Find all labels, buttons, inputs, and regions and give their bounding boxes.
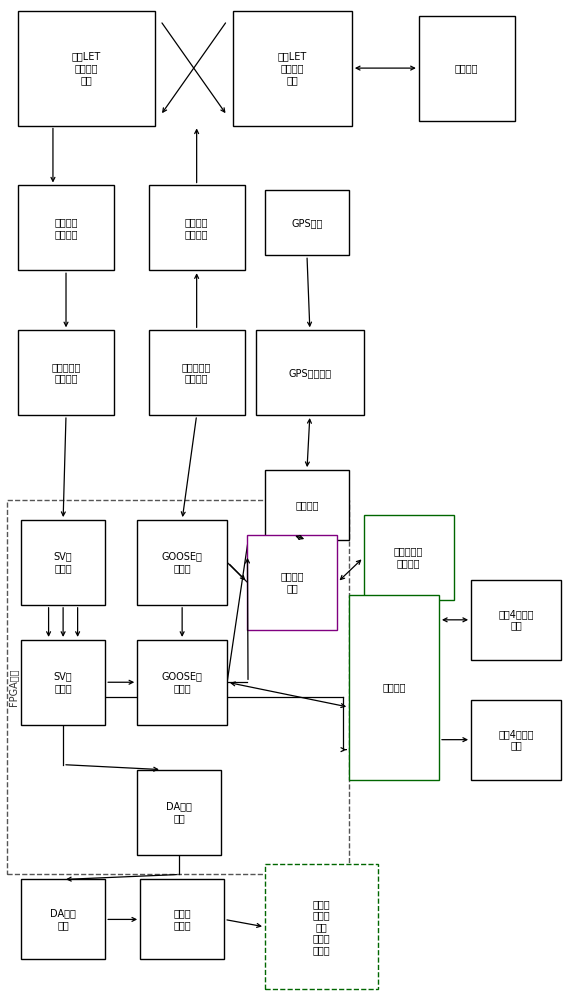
Bar: [137, 520, 227, 605]
Text: 第二LET
无线收发
模块: 第二LET 无线收发 模块: [72, 52, 101, 85]
Bar: [149, 185, 244, 270]
Bar: [418, 16, 514, 121]
Text: SV处
理模块: SV处 理模块: [54, 671, 72, 693]
Bar: [349, 595, 439, 780]
Text: 时钟模块: 时钟模块: [295, 500, 319, 510]
Text: DA转换
电路: DA转换 电路: [50, 909, 76, 930]
Bar: [471, 700, 561, 780]
Bar: [265, 470, 349, 540]
Bar: [18, 11, 155, 126]
Text: 第一以太网
收发模块: 第一以太网 收发模块: [51, 362, 81, 383]
Text: 第二以太网
收发模块: 第二以太网 收发模块: [182, 362, 211, 383]
Text: DA处理
模块: DA处理 模块: [166, 801, 192, 823]
Text: 无线双向
广播模块: 无线双向 广播模块: [185, 217, 208, 239]
Text: 第一LET
无线收发
模块: 第一LET 无线收发 模块: [278, 52, 307, 85]
Bar: [21, 879, 105, 959]
Bar: [247, 535, 338, 630]
Text: 仿真主站: 仿真主站: [455, 63, 478, 73]
Text: GOOSE收
发模块: GOOSE收 发模块: [162, 552, 203, 573]
Bar: [364, 515, 453, 600]
Text: GOOSE转
发模块: GOOSE转 发模块: [162, 671, 203, 693]
Bar: [18, 185, 114, 270]
Text: SV接
收模块: SV接 收模块: [54, 552, 72, 573]
Bar: [140, 879, 224, 959]
Text: GPS定时模块: GPS定时模块: [288, 368, 331, 378]
Bar: [265, 190, 349, 255]
Bar: [265, 864, 378, 989]
Text: 智能变
电站的
实际
间隔合
并单元: 智能变 电站的 实际 间隔合 并单元: [313, 899, 331, 955]
Bar: [233, 11, 352, 126]
Text: 以太网光纤
接口模块: 以太网光纤 接口模块: [394, 547, 423, 568]
Text: FPGA模块: FPGA模块: [9, 668, 19, 706]
Bar: [6, 500, 349, 874]
Bar: [256, 330, 364, 415]
Bar: [137, 640, 227, 725]
Text: GPS天线: GPS天线: [291, 218, 322, 228]
Text: 第一4路光纤
接口: 第一4路光纤 接口: [498, 729, 534, 750]
Text: 无线单向
广播模块: 无线单向 广播模块: [54, 217, 78, 239]
Bar: [21, 640, 105, 725]
Text: 时钟恢复
模块: 时钟恢复 模块: [281, 572, 304, 593]
Bar: [18, 330, 114, 415]
Bar: [471, 580, 561, 660]
Bar: [149, 330, 244, 415]
Bar: [137, 770, 221, 855]
Text: 功率放
大电路: 功率放 大电路: [173, 909, 191, 930]
Text: 驱动模块: 驱动模块: [382, 682, 406, 692]
Bar: [21, 520, 105, 605]
Text: 第二4路光纤
接口: 第二4路光纤 接口: [498, 609, 534, 631]
